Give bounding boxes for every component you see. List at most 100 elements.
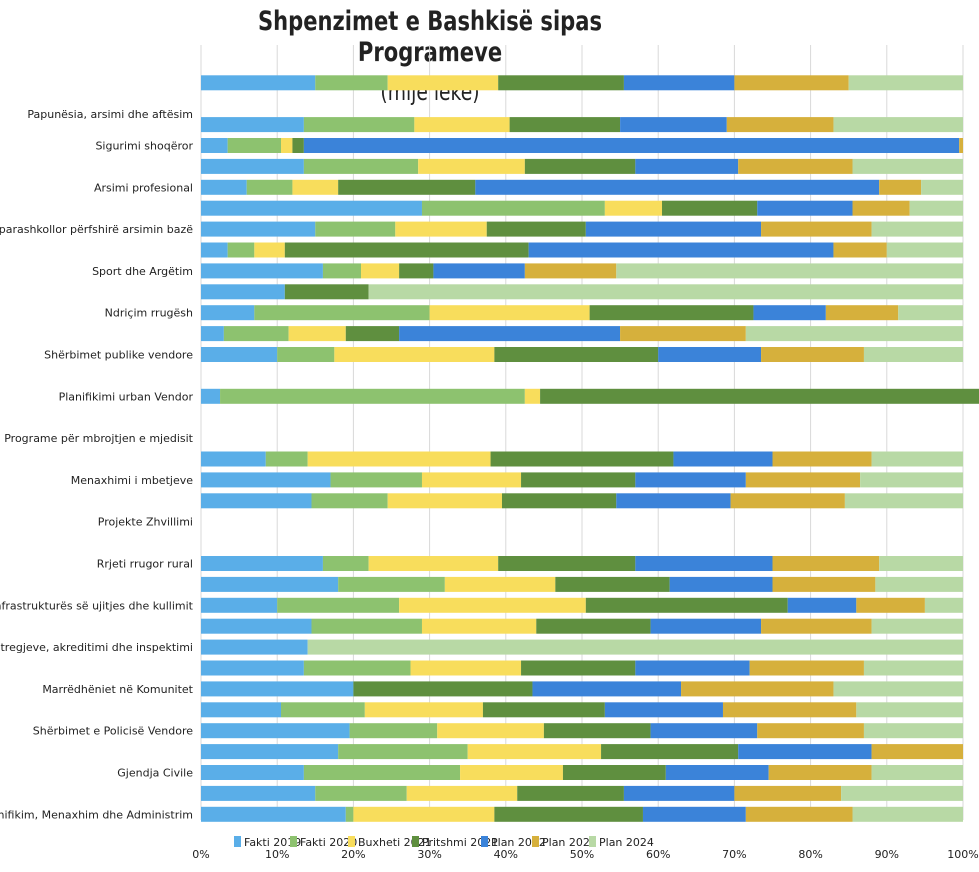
bar-segment-plan-2023 — [833, 242, 887, 258]
bar-segment-fakti-2019 — [201, 75, 316, 91]
bar-segment-plan-2022 — [665, 765, 769, 780]
bar-segment-pritshmi-2021 — [498, 75, 624, 91]
bar-segment-plan-2023 — [959, 138, 963, 153]
bar-segment-plan-2023 — [749, 660, 864, 676]
category-label: Arsimi parashkollor përfshirë arsimin ba… — [0, 223, 193, 236]
bar-segment-fakti-2020 — [322, 556, 369, 571]
bar-segment-plan-2024 — [844, 493, 963, 509]
bar-segment-plan-2024 — [909, 200, 963, 216]
bar-segment-plan-2024 — [307, 639, 963, 655]
bar-segment-buxheti-2021 — [368, 556, 499, 571]
bar-segment-buxheti-2021 — [334, 347, 495, 362]
bar-segment-plan-2024 — [921, 179, 963, 195]
bar-segment-fakti-2020 — [311, 618, 422, 634]
bar-segment-plan-2023 — [856, 597, 925, 613]
bar-segment-plan-2024 — [898, 305, 963, 321]
bar-segment-pritshmi-2021 — [662, 200, 758, 216]
bar-segment-buxheti-2021 — [410, 660, 522, 676]
bar-segment-buxheti-2021 — [353, 806, 495, 822]
bar-segment-plan-2022 — [635, 472, 746, 488]
bar-segment-fakti-2020 — [303, 158, 419, 174]
bar-segment-plan-2022 — [585, 221, 762, 237]
bar-segment-fakti-2019 — [201, 158, 304, 174]
bar-segment-fakti-2020 — [246, 179, 293, 195]
bar-segment-plan-2024 — [886, 242, 963, 258]
bar-segment-buxheti-2021 — [395, 221, 487, 237]
bar-segment-plan-2022 — [635, 556, 773, 571]
category-label: Planifikimi urban Vendor — [59, 390, 194, 403]
bars — [201, 75, 979, 822]
bar-segment-pritshmi-2021 — [345, 326, 400, 342]
bar-segment-plan-2024 — [745, 326, 963, 342]
bar-segment-fakti-2019 — [201, 138, 228, 153]
category-label: Arsimi profesional — [94, 181, 193, 194]
bar-segment-fakti-2019 — [201, 451, 266, 467]
bar-segment-plan-2022 — [303, 138, 960, 153]
bar-segment-plan-2022 — [787, 597, 857, 613]
bar-segment-pritshmi-2021 — [524, 158, 636, 174]
bar-segment-plan-2024 — [871, 618, 963, 634]
legend-swatch — [481, 836, 488, 847]
bar-segment-buxheti-2021 — [361, 263, 400, 279]
bar-segment-fakti-2019 — [201, 347, 278, 362]
bar-segment-fakti-2020 — [421, 200, 605, 216]
category-label: Ndriçim rrugësh — [105, 307, 193, 320]
bar-segment-fakti-2020 — [315, 75, 388, 91]
bar-segment-plan-2023 — [734, 75, 849, 91]
bar-segment-buxheti-2021 — [399, 597, 586, 613]
bar-segment-pritshmi-2021 — [555, 576, 670, 592]
bar-segment-plan-2024 — [848, 75, 963, 91]
bar-segment-pritshmi-2021 — [562, 765, 666, 780]
bar-segment-plan-2023 — [738, 158, 853, 174]
bar-segment-fakti-2020 — [303, 117, 415, 133]
bar-segment-pritshmi-2021 — [540, 388, 979, 404]
bar-segment-fakti-2020 — [220, 388, 525, 404]
bar-segment-fakti-2019 — [201, 221, 316, 237]
bar-segment-buxheti-2021 — [281, 138, 293, 153]
bar-segment-pritshmi-2021 — [589, 305, 754, 321]
x-axis-ticks: 0% 10% 20% 30% 40% 50% 60% 70% 80% 90% 100% — [192, 848, 978, 861]
bar-segment-fakti-2019 — [201, 472, 331, 488]
bar-segment-plan-2022 — [433, 263, 525, 279]
bar-segment-plan-2022 — [635, 158, 739, 174]
bar-segment-plan-2023 — [745, 806, 853, 822]
bar-segment-plan-2023 — [879, 179, 922, 195]
bar-segment-buxheti-2021 — [364, 702, 483, 718]
legend-swatch — [234, 836, 241, 847]
bar-segment-plan-2022 — [738, 744, 872, 760]
x-tick-label: 30% — [417, 848, 441, 861]
category-label: Menaxhimi i infrastrukturës së ujitjes d… — [0, 599, 194, 612]
bar-segment-fakti-2019 — [201, 556, 323, 571]
x-tick-label: 50% — [570, 848, 594, 861]
legend-entry: Buxheti 2021 — [358, 836, 432, 849]
bar-segment-plan-2024 — [924, 597, 963, 613]
bar-segment-pritshmi-2021 — [498, 556, 636, 571]
bar-segment-fakti-2019 — [201, 806, 346, 822]
bar-segment-buxheti-2021 — [414, 117, 510, 133]
legend-swatch — [589, 836, 596, 847]
bar-segment-fakti-2019 — [201, 326, 224, 342]
bar-segment-plan-2024 — [871, 451, 963, 467]
category-label: Menaxhimi i mbetjeve — [71, 474, 193, 487]
bar-segment-buxheti-2021 — [421, 618, 537, 634]
bar-segment-plan-2023 — [761, 347, 864, 362]
bar-segment-plan-2023 — [768, 765, 872, 780]
bar-segment-plan-2022 — [623, 785, 735, 801]
bar-segment-plan-2023 — [620, 326, 746, 342]
bar-segment-pritshmi-2021 — [585, 597, 788, 613]
category-label: Sport dhe Argëtim — [92, 265, 193, 278]
bar-segment-pritshmi-2021 — [490, 451, 674, 467]
category-label: Sigurimi shoqëror — [95, 140, 193, 153]
bar-segment-plan-2023 — [726, 117, 834, 133]
category-label: Shërbimi i tregjeve, akreditimi dhe insp… — [0, 641, 193, 654]
bar-segment-fakti-2019 — [201, 179, 247, 195]
bar-segment-fakti-2020 — [315, 785, 407, 801]
x-tick-label: 60% — [646, 848, 670, 861]
bar-segment-pritshmi-2021 — [494, 806, 643, 822]
bar-segment-plan-2022 — [635, 660, 750, 676]
bar-segment-fakti-2020 — [281, 702, 365, 718]
category-label: Papunësia, arsimi dhe aftësim — [27, 108, 193, 121]
bar-segment-fakti-2020 — [349, 723, 438, 739]
bar-segment-fakti-2020 — [223, 326, 289, 342]
bar-segment-plan-2022 — [475, 179, 880, 195]
